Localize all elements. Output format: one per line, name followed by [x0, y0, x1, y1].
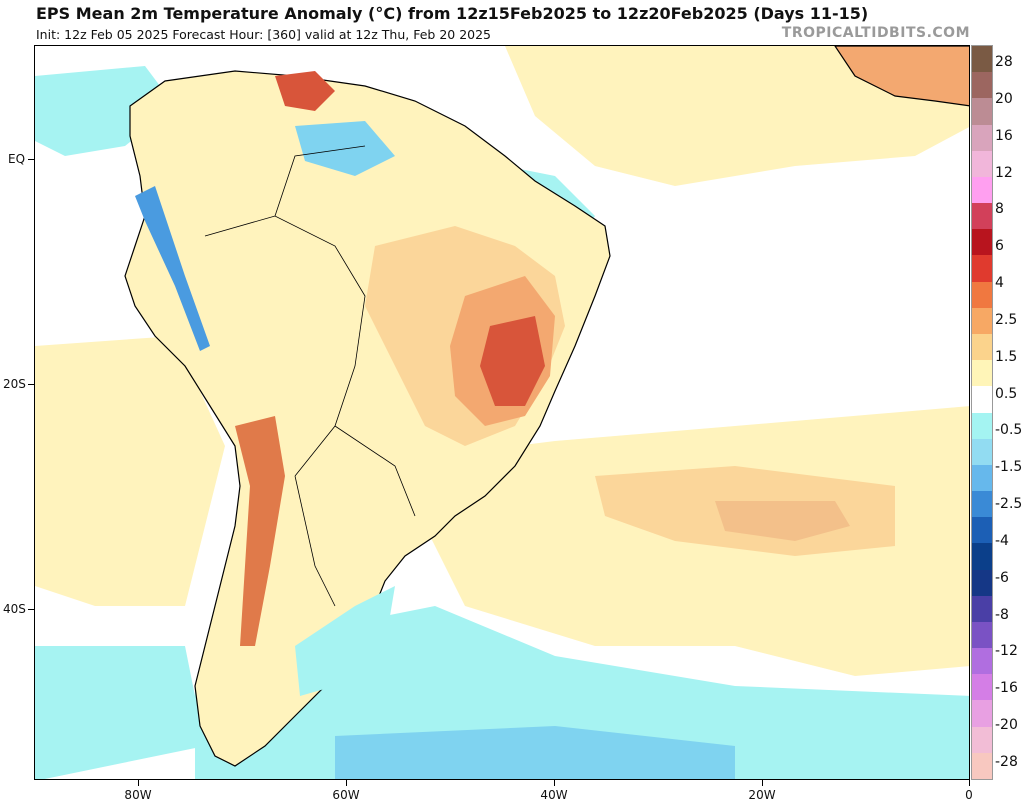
- source-credit: TROPICALTIDBITS.COM: [781, 25, 970, 41]
- colorbar-label: -6: [995, 569, 1009, 586]
- colorbar-segment: [972, 386, 992, 413]
- colorbar-segment: [972, 203, 992, 230]
- colorbar-label: 8: [995, 201, 1004, 218]
- colorbar-label: -4: [995, 532, 1009, 549]
- pacific-warm-band: [35, 336, 225, 606]
- colorbar-label: 4: [995, 275, 1004, 292]
- lon-label-20w: 20W: [748, 788, 776, 802]
- lon-label-40w: 40W: [540, 788, 568, 802]
- andes-warm-ridge: [235, 416, 285, 646]
- colorbar-label: 2.5: [995, 311, 1018, 328]
- lat-label-eq: EQ: [8, 152, 26, 166]
- lon-tick: [138, 780, 139, 786]
- chart-subtitle: Init: 12z Feb 05 2025 Forecast Hour: [36…: [36, 27, 492, 42]
- colorbar-segment: [972, 229, 992, 256]
- colorbar-label: -16: [995, 680, 1018, 697]
- colorbar-segment: [972, 72, 992, 99]
- colorbar-label: -12: [995, 643, 1018, 660]
- colorbar-segment: [972, 464, 992, 492]
- andes-cool-streak: [135, 186, 210, 351]
- patagonia-cool: [295, 586, 395, 696]
- colorbar-label: -28: [995, 754, 1018, 770]
- colorbar-label: 6: [995, 238, 1004, 255]
- lon-label-0: 0: [965, 788, 973, 802]
- pacific-cool-south: [35, 646, 205, 779]
- colorbar-label: -1.5: [995, 459, 1023, 476]
- colorbar-segment: [972, 595, 992, 623]
- colorbar-label: -2.5: [995, 496, 1023, 513]
- colorbar-segment: [972, 46, 992, 73]
- colorbar-segment: [972, 726, 992, 754]
- lon-tick: [969, 780, 970, 786]
- chart-title: EPS Mean 2m Temperature Anomaly (°C) fro…: [36, 4, 869, 23]
- lat-tick: [28, 159, 34, 160]
- south-atlantic-warm-spot: [715, 501, 850, 541]
- lat-label-40s: 40S: [3, 602, 26, 616]
- colorbar-label: 28: [995, 54, 1013, 70]
- colorbar-segment: [972, 150, 992, 178]
- southern-ocean-cool-core: [335, 726, 735, 779]
- colorbar-segment: [972, 674, 992, 701]
- colorbar-label: -20: [995, 717, 1018, 734]
- colorbar-label: -8: [995, 606, 1009, 623]
- lon-label-80w: 80W: [124, 788, 152, 802]
- colorbar-segment: [972, 176, 992, 204]
- colorbar-label: 20: [995, 90, 1013, 107]
- colorbar-segment: [972, 333, 992, 361]
- colorbar-segment: [972, 648, 992, 675]
- lon-tick: [554, 780, 555, 786]
- lat-tick: [28, 384, 34, 385]
- colorbar: [971, 45, 993, 780]
- colorbar-segment: [972, 360, 992, 387]
- colorbar-segment: [972, 255, 992, 283]
- colorbar-label: 16: [995, 127, 1013, 144]
- colorbar-segment: [972, 491, 992, 518]
- colorbar-segment: [972, 438, 992, 466]
- colorbar-label: 12: [995, 164, 1013, 181]
- colorbar-segment: [972, 517, 992, 544]
- colorbar-segment: [972, 307, 992, 335]
- country-borders: [204, 145, 416, 607]
- colorbar-segment: [972, 543, 992, 571]
- colorbar-segment: [972, 569, 992, 597]
- lon-tick: [346, 780, 347, 786]
- colorbar-label: 1.5: [995, 348, 1018, 365]
- africa-landmass: [834, 46, 969, 107]
- anomaly-map: [35, 46, 969, 779]
- colorbar-segment: [972, 124, 992, 152]
- colorbar-segment: [972, 281, 992, 309]
- colorbar-label: 0.5: [995, 385, 1018, 402]
- lon-tick: [762, 780, 763, 786]
- colorbar-segment: [972, 700, 992, 728]
- colorbar-label: -0.5: [995, 422, 1023, 439]
- lat-tick: [28, 609, 34, 610]
- brazil-hot-spot: [480, 316, 545, 406]
- lat-label-20s: 20S: [3, 377, 26, 391]
- colorbar-segment: [972, 412, 992, 440]
- venezuela-hot-spot: [275, 71, 335, 111]
- lon-label-60w: 60W: [332, 788, 360, 802]
- colorbar-segment: [972, 621, 992, 649]
- atlantic-warm-band-north: [505, 46, 969, 186]
- colorbar-segment: [972, 98, 992, 126]
- colorbar-segment: [972, 752, 992, 780]
- map-panel: [34, 45, 970, 780]
